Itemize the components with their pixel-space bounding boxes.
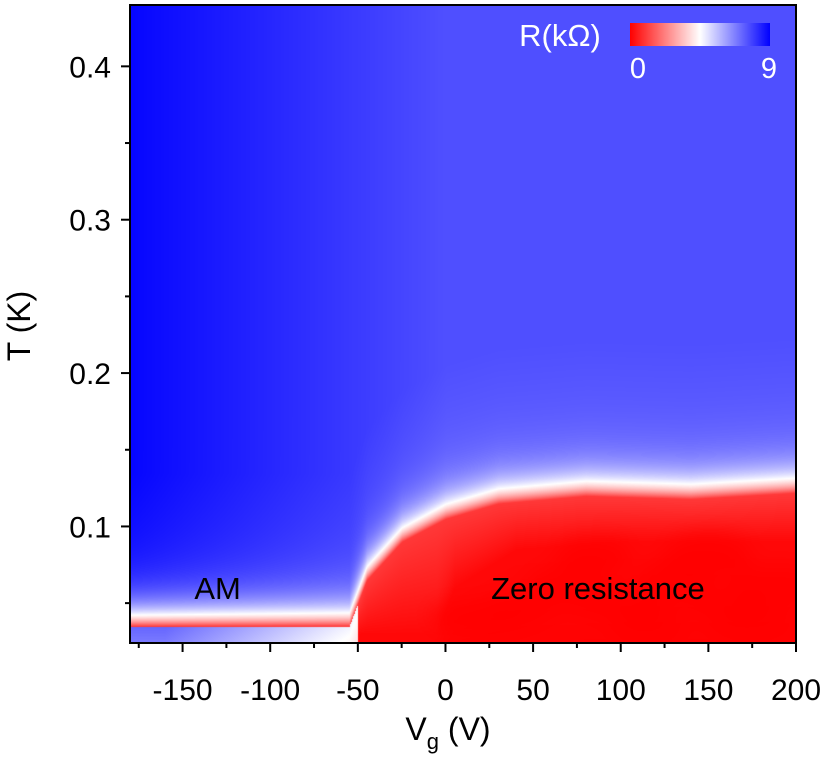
y-axis: 0.1 0.2 0.3 0.4 — [69, 51, 130, 605]
annotation-zero-resistance: Zero resistance — [491, 571, 705, 606]
zero-resistance-patch — [556, 539, 633, 576]
x-tick-label: -100 — [240, 674, 300, 707]
x-tick-label: 150 — [683, 674, 733, 707]
zero-resistance-patch — [664, 534, 753, 581]
zero-resistance-patch — [609, 603, 686, 643]
zero-resistance-region — [430, 534, 796, 643]
colorbar-max-label: 9 — [761, 53, 777, 85]
y-axis-label: T (K) — [1, 291, 37, 362]
y-tick-label: 0.4 — [69, 51, 111, 84]
x-tick-label: -50 — [336, 674, 379, 707]
colorbar-label: R(kΩ) — [519, 18, 601, 53]
x-axis-label-unit: (V) — [439, 711, 491, 747]
x-axis-label: Vg (V) — [405, 711, 490, 754]
x-axis-label-subscript: g — [427, 729, 439, 754]
colorbar-gradient — [630, 23, 770, 46]
x-axis: -150 -100 -50 0 50 100 150 200 — [137, 643, 821, 707]
annotation-am: AM — [194, 571, 241, 606]
x-tick-label: 0 — [437, 674, 454, 707]
x-tick-label: 200 — [771, 674, 821, 707]
x-tick-label: 100 — [596, 674, 646, 707]
plot-frame — [129, 4, 797, 644]
plot-area — [130, 5, 796, 643]
zero-resistance-patch — [728, 564, 796, 611]
resistance-heatmap — [130, 5, 796, 643]
y-tick-label: 0.3 — [69, 205, 111, 238]
zero-resistance-patch — [708, 608, 796, 643]
colorbar-legend: R(kΩ) 0 9 — [519, 18, 777, 85]
y-tick-label: 0.1 — [69, 511, 111, 544]
x-tick-label: -150 — [153, 674, 213, 707]
x-tick-label: 50 — [516, 674, 549, 707]
zero-resistance-patch — [430, 600, 531, 637]
colorbar-min-label: 0 — [630, 53, 646, 85]
x-axis-label-main: V — [405, 711, 427, 747]
y-tick-label: 0.2 — [69, 358, 111, 391]
